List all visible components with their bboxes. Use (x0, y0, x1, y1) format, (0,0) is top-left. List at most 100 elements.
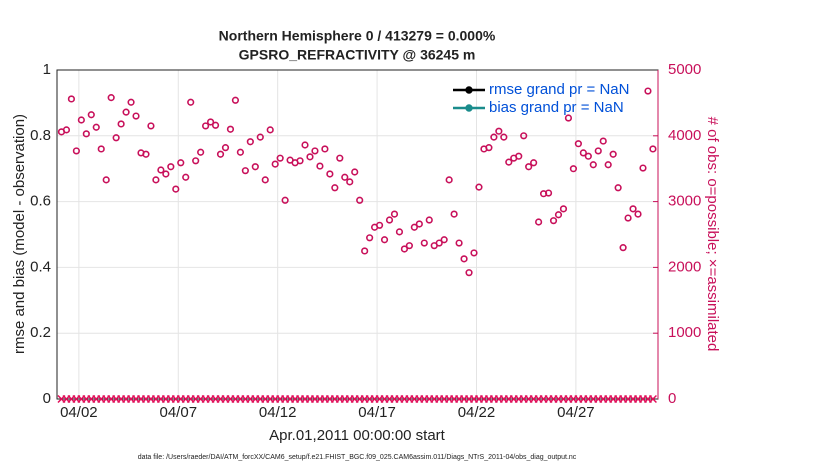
y2-tick-label: 0 (668, 390, 676, 407)
y2-tick-label: 2000 (668, 258, 701, 275)
possible-marker (535, 218, 543, 226)
possible-marker (346, 178, 354, 186)
x-tick-label: 04/17 (358, 404, 396, 421)
possible-marker (306, 153, 314, 161)
possible-marker (594, 147, 602, 155)
possible-marker (445, 176, 453, 184)
possible-marker (490, 133, 498, 141)
possible-marker (97, 145, 105, 153)
assimilated-marker (648, 394, 657, 404)
possible-marker (500, 133, 508, 141)
possible-marker (475, 183, 483, 191)
x-tick-label: 04/27 (557, 404, 595, 421)
possible-marker (202, 122, 210, 130)
possible-marker (261, 176, 269, 184)
possible-marker (614, 184, 622, 192)
possible-marker (102, 176, 110, 184)
possible-marker (649, 145, 657, 153)
legend-marker (465, 86, 473, 94)
x-tick-label: 04/02 (60, 404, 98, 421)
x-tick-label: 04/12 (259, 404, 297, 421)
y-tick-label: 0.6 (30, 193, 51, 210)
possible-marker (455, 239, 463, 247)
possible-marker (216, 150, 225, 158)
legend-label: bias grand pr = NaN (489, 99, 624, 116)
possible-marker (221, 144, 230, 152)
possible-marker (435, 239, 443, 247)
possible-marker (380, 236, 389, 244)
possible-marker (544, 189, 553, 197)
possible-marker (361, 247, 369, 255)
possible-marker (525, 163, 533, 171)
possible-marker (152, 176, 160, 184)
y-tick-label: 0.4 (30, 258, 51, 275)
y2-tick-label: 3000 (668, 193, 701, 210)
possible-marker (515, 152, 523, 160)
possible-marker (117, 120, 125, 128)
possible-marker (530, 159, 538, 167)
possible-marker (256, 133, 264, 141)
possible-marker (206, 118, 215, 126)
possible-marker (241, 167, 249, 175)
possible-marker (331, 184, 339, 192)
possible-marker (574, 140, 582, 148)
possible-marker (341, 173, 349, 181)
possible-marker (410, 223, 418, 231)
possible-marker (72, 147, 80, 155)
y2-tick-label: 1000 (668, 324, 701, 341)
y2-axis-label: # of obs: o=possible; ×=assimilated (704, 117, 721, 352)
possible-marker (276, 154, 284, 162)
possible-marker (579, 149, 587, 157)
possible-marker (599, 137, 607, 145)
x-tick-label: 04/07 (160, 404, 198, 421)
possible-marker (281, 196, 289, 204)
possible-marker (236, 148, 245, 156)
possible-marker (425, 216, 433, 224)
possible-marker (187, 98, 195, 106)
possible-marker (211, 121, 220, 129)
possible-marker (564, 114, 573, 122)
possible-marker (554, 211, 563, 219)
possible-marker (440, 236, 448, 244)
possible-marker (321, 145, 329, 153)
possible-marker (231, 96, 240, 104)
possible-marker (311, 147, 319, 155)
y-axis-label: rmse and bias (model - observation) (11, 114, 28, 354)
possible-marker (107, 94, 115, 102)
y-tick-label: 0.2 (30, 324, 51, 341)
possible-marker (62, 126, 71, 134)
possible-marker (77, 116, 85, 124)
possible-marker (316, 162, 324, 170)
possible-marker (465, 269, 473, 277)
possible-marker (405, 242, 413, 250)
y-tick-label: 1 (43, 61, 51, 78)
possible-marker (584, 152, 592, 160)
possible-marker (569, 165, 578, 173)
possible-marker (634, 210, 642, 218)
possible-marker (375, 221, 384, 229)
possible-marker (604, 161, 612, 169)
possible-marker (559, 205, 568, 213)
possible-marker (226, 125, 235, 133)
possible-marker (296, 157, 304, 165)
possible-marker (82, 130, 90, 138)
x-tick-label: 04/22 (458, 404, 496, 421)
possible-marker (390, 210, 399, 218)
possible-marker (549, 217, 558, 225)
possible-marker (147, 122, 155, 130)
possible-marker (142, 150, 150, 158)
possible-marker (356, 196, 364, 204)
possible-marker (182, 173, 190, 181)
possible-marker (177, 159, 185, 167)
possible-marker (495, 127, 503, 135)
possible-marker (192, 157, 200, 165)
possible-marker (92, 123, 100, 131)
possible-marker (505, 158, 513, 166)
possible-marker (271, 160, 279, 168)
legend-label: rmse grand pr = NaN (489, 81, 629, 98)
possible-marker (609, 150, 617, 158)
y-tick-label: 0 (43, 390, 51, 407)
y2-tick-label: 5000 (668, 61, 701, 78)
